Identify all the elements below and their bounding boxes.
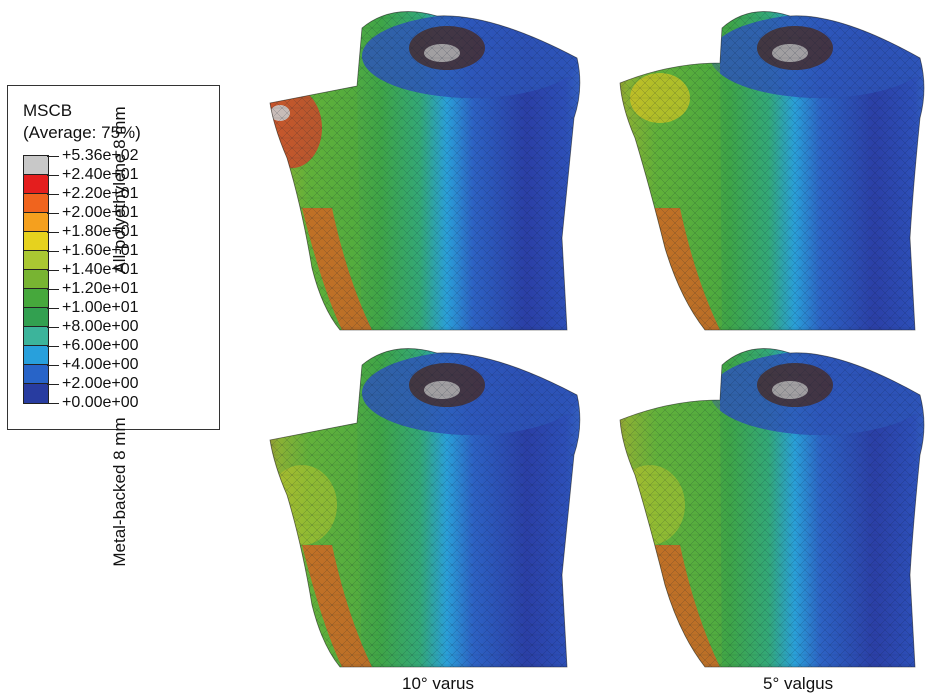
legend-swatch (24, 327, 48, 346)
legend-tick (47, 327, 59, 328)
tibia-contour-panel-metal-varus (269, 348, 581, 668)
legend-tick (47, 270, 59, 271)
legend-tick-label: +1.20e+01 (62, 280, 139, 297)
legend-tick (47, 175, 59, 176)
legend-tick (47, 346, 59, 347)
legend-tick-label: +5.36e+02 (62, 147, 139, 164)
legend-swatch (24, 194, 48, 213)
row-label-metal-backed: Metal-backed 8 mm (110, 417, 129, 567)
legend-swatch (24, 270, 48, 289)
legend-tick (47, 403, 59, 404)
legend-tick-label: +1.40e+01 (62, 261, 139, 278)
legend-title: MSCB (23, 101, 73, 120)
legend-swatch (24, 175, 48, 194)
legend-swatch (24, 346, 48, 365)
legend-tick (47, 156, 59, 157)
legend-tick (47, 289, 59, 290)
legend-swatch (24, 156, 48, 175)
row-label-all-polyethylene: All-polyethylene 8 mm (110, 106, 129, 274)
legend-tick-label: +2.00e+00 (62, 375, 139, 392)
legend-tick (47, 251, 59, 252)
legend-swatch (24, 213, 48, 232)
tibia-contour-panel-allpoly-valgus (619, 11, 925, 331)
legend-swatch (24, 365, 48, 384)
legend-swatch (24, 289, 48, 308)
legend-swatch (24, 251, 48, 270)
legend-tick-label: +2.40e+01 (62, 166, 139, 183)
column-label-valgus: 5° valgus (763, 674, 834, 693)
legend-tick-label: +2.00e+01 (62, 204, 139, 221)
legend-tick (47, 384, 59, 385)
legend-tick-label: +6.00e+00 (62, 337, 139, 354)
legend-tick (47, 308, 59, 309)
legend-swatch (24, 232, 48, 251)
legend-subtitle: (Average: 75%) (23, 123, 141, 142)
legend-tick-label: +4.00e+00 (62, 356, 139, 373)
legend-tick (47, 213, 59, 214)
legend-tick (47, 194, 59, 195)
tibia-contour-panel-metal-valgus (619, 348, 925, 668)
legend-tick-label: +1.00e+01 (62, 299, 139, 316)
legend-tick-label: +0.00e+00 (62, 394, 139, 411)
legend-tick (47, 232, 59, 233)
legend-swatch (24, 308, 48, 327)
legend-swatch (24, 384, 48, 403)
tibia-contour-panel-allpoly-varus (269, 11, 581, 331)
column-label-varus: 10° varus (402, 674, 475, 693)
legend-tick-label: +1.80e+01 (62, 223, 139, 240)
legend-tick-label: +2.20e+01 (62, 185, 139, 202)
legend-tick-label: +8.00e+00 (62, 318, 139, 335)
contour-legend: MSCB (Average: 75%) +5.36e+02 +2.40e+01 +2… (7, 85, 220, 430)
legend-tick-label: +1.60e+01 (62, 242, 139, 259)
legend-tick (47, 365, 59, 366)
legend-color-bar (23, 155, 49, 404)
